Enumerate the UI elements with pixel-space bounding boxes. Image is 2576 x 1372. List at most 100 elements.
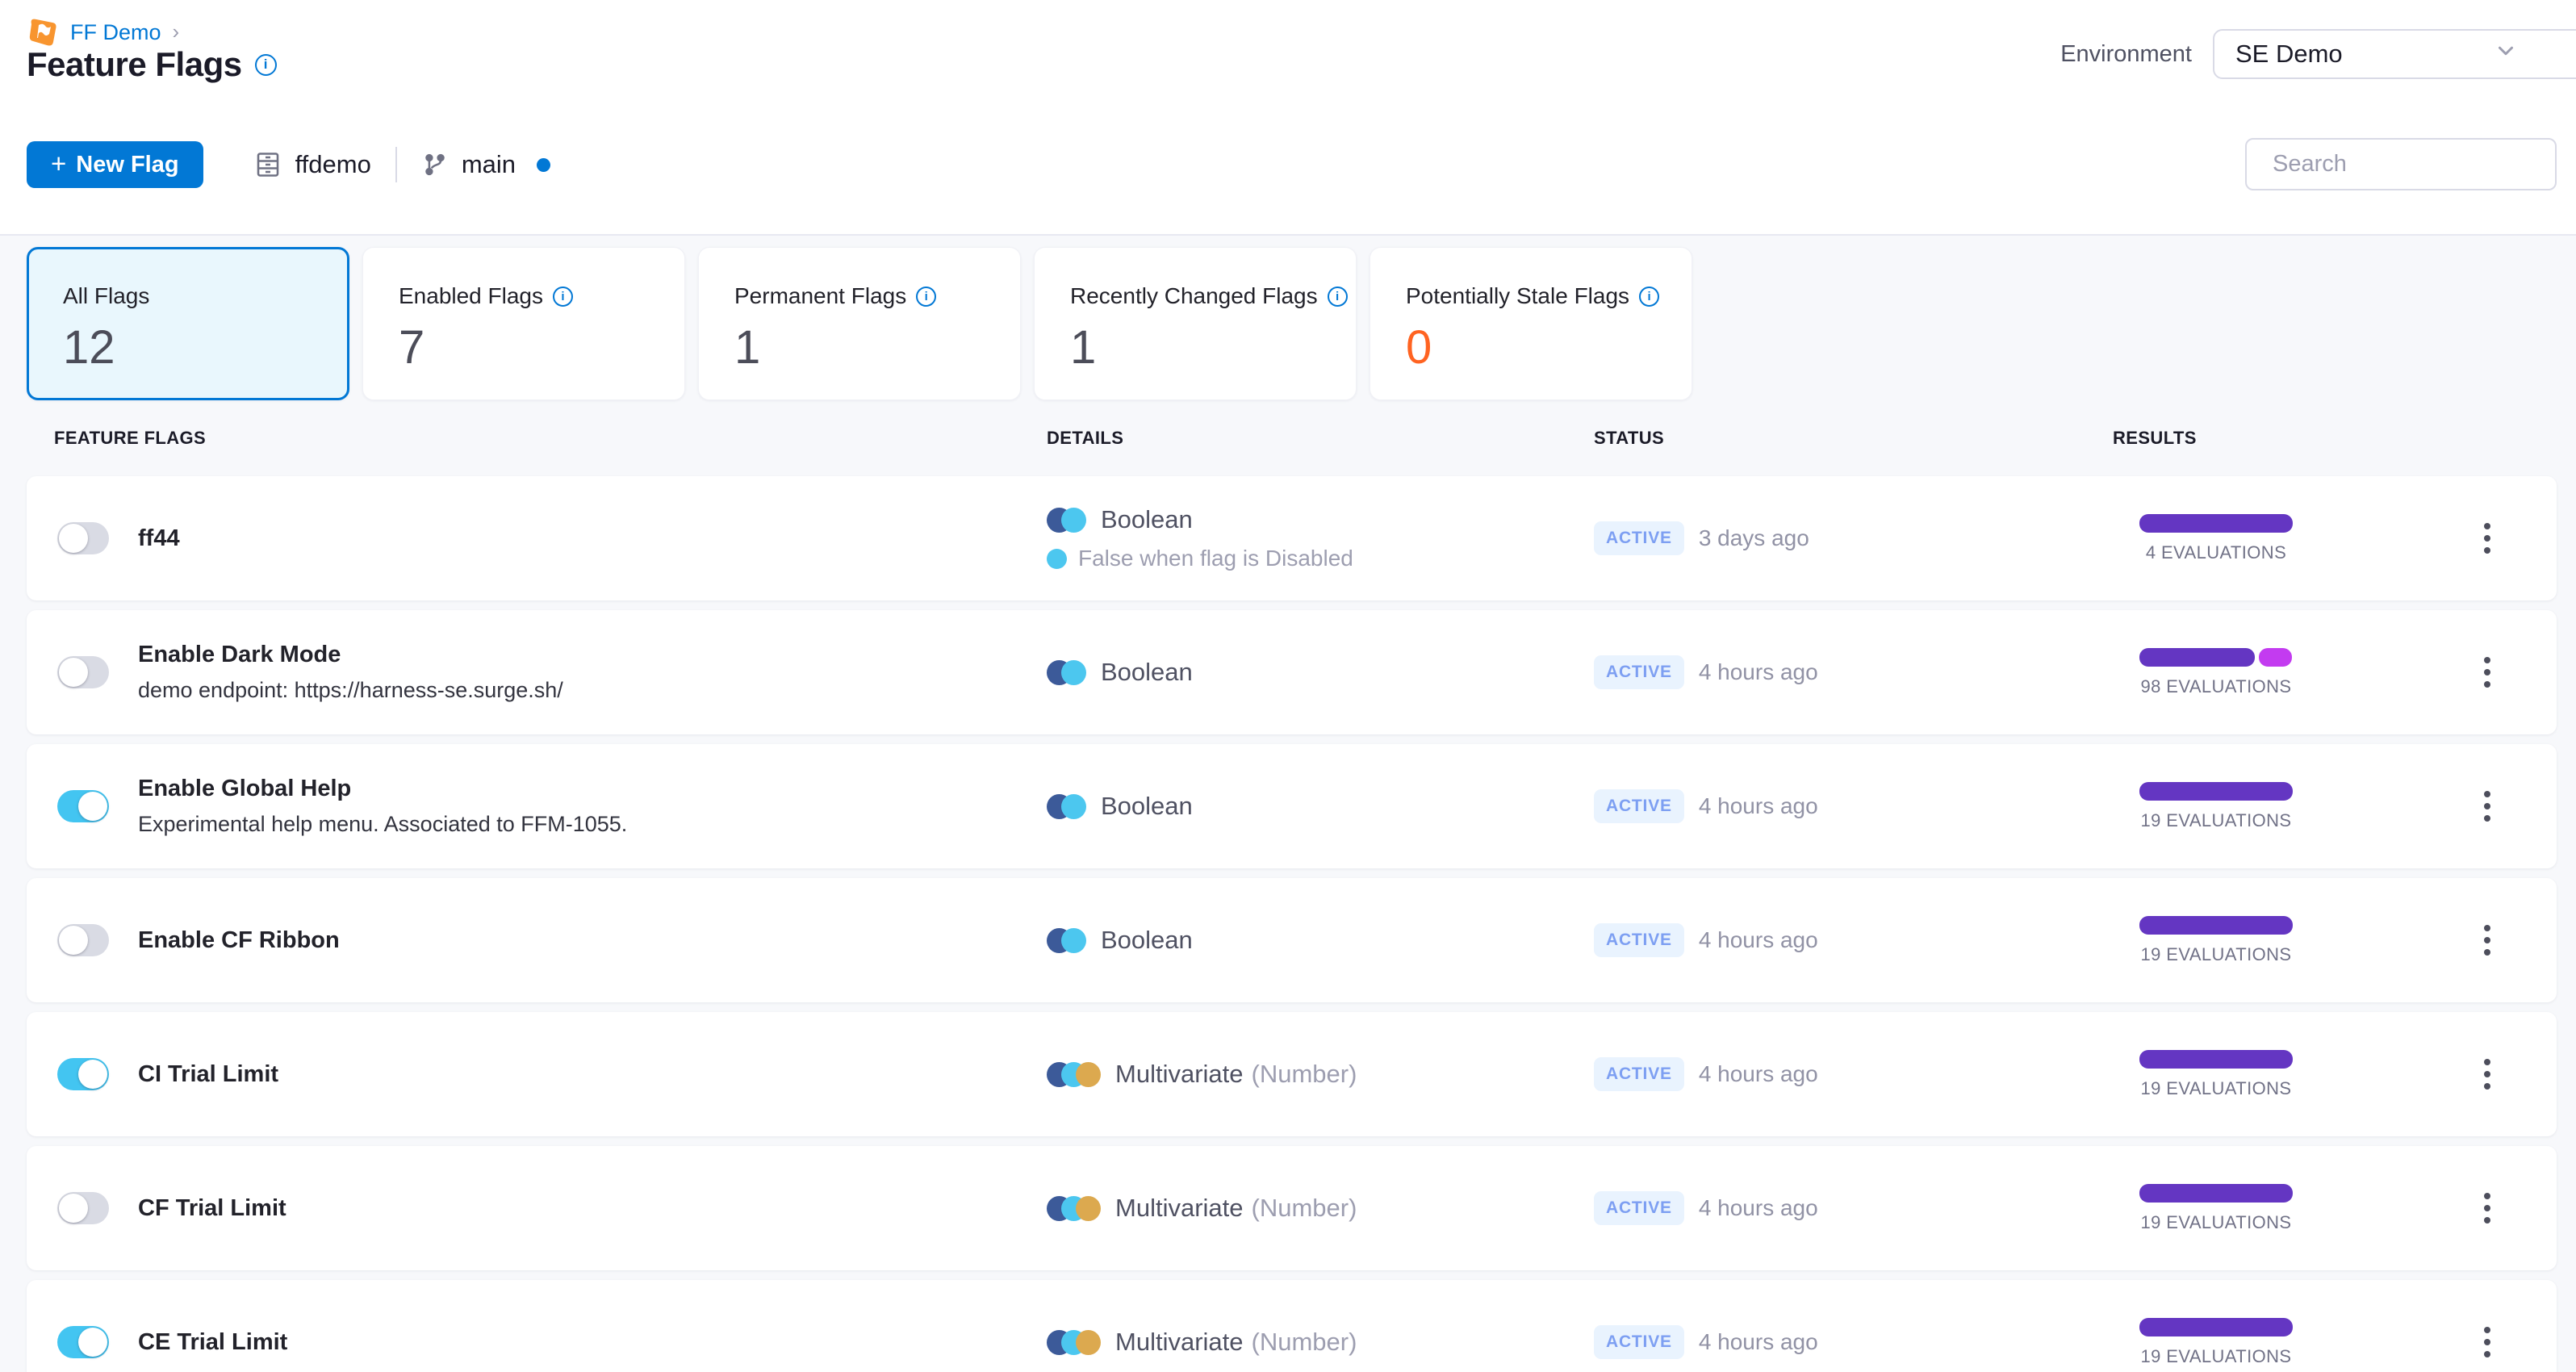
boolean-icon [1047,507,1086,533]
repository-selector[interactable]: ffdemo [253,149,371,180]
status-badge: ACTIVE [1594,1325,1684,1359]
flag-kind: Multivariate [1115,1194,1244,1222]
toggle-knob [59,524,88,553]
flag-note: False when flag is Disabled [1078,546,1353,571]
evaluations-bar [2139,781,2293,801]
table-row: Enable CF Ribbon Boolean ACTIVE 4 hours … [27,878,2557,1002]
filter-card-label: All Flags [63,283,150,308]
table-row: CE Trial Limit Multivariate (Number) ACT… [27,1280,2557,1372]
status-badge: ACTIVE [1594,521,1684,555]
status-updated-time: 4 hours ago [1698,793,1818,818]
evaluations-count: 19 EVALUATIONS [2140,1077,2292,1098]
filter-card-all-flags[interactable]: All Flags 12 [27,247,349,400]
filter-card-enabled-flags[interactable]: Enabled Flags 7 [362,247,685,400]
page-header: FF Demo › Feature Flags Environment SE D… [0,0,2576,236]
info-icon[interactable] [553,286,574,307]
chevron-down-icon [2494,39,2518,69]
table-row: Enable Dark Mode demo endpoint: https://… [27,610,2557,734]
flag-name[interactable]: CF Trial Limit [138,1194,286,1221]
flag-name[interactable]: Enable CF Ribbon [138,927,340,953]
filter-card-potentially-stale-flags[interactable]: Potentially Stale Flags 0 [1370,247,1692,400]
filter-card-value: 1 [1070,321,1097,374]
multivariate-icon [1047,1195,1101,1221]
flag-kind-suffix: (Number) [1251,1060,1357,1088]
info-icon[interactable] [916,286,937,307]
branch-selector[interactable]: main [421,149,551,180]
flag-name[interactable]: ff44 [138,525,180,551]
boolean-icon [1047,927,1086,953]
row-menu-button[interactable] [2478,918,2497,962]
filter-card-value: 12 [63,321,115,374]
new-flag-button[interactable]: + New Flag [27,141,203,188]
branch-status-dot [537,157,551,172]
flag-toggle[interactable] [57,790,109,822]
row-menu-button[interactable] [2478,1052,2497,1096]
status-badge: ACTIVE [1594,1191,1684,1225]
status-updated-time: 4 hours ago [1698,659,1818,684]
filter-card-value: 1 [734,321,761,374]
status-updated-time: 4 hours ago [1698,1061,1818,1086]
status-updated-time: 4 hours ago [1698,927,1818,952]
evaluations-bar [2139,1183,2293,1203]
flag-toggle[interactable] [57,924,109,956]
status-badge: ACTIVE [1594,789,1684,823]
column-header-feature-flags: FEATURE FLAGS [54,428,207,448]
environment-value: SE Demo [2235,40,2343,68]
row-menu-button[interactable] [2478,1320,2497,1364]
flag-toggle[interactable] [57,1192,109,1224]
feature-flags-logo-icon [29,19,56,46]
table-header: FEATURE FLAGS DETAILS STATUS RESULTS [27,400,2557,476]
evaluations-bar [2139,647,2293,667]
flag-name[interactable]: Enable Dark Mode [138,642,341,667]
title-info-icon[interactable] [254,53,277,76]
evaluations-count: 98 EVALUATIONS [2140,676,2292,696]
evaluations-bar [2139,1317,2293,1336]
flag-name[interactable]: Enable Global Help [138,776,352,801]
row-menu-button[interactable] [2478,784,2497,828]
flag-kind: Multivariate [1115,1060,1244,1088]
toggle-knob [59,926,88,955]
search-input[interactable] [2273,151,2576,178]
column-header-details: DETAILS [1047,428,1124,448]
environment-select[interactable]: SE Demo [2213,29,2576,79]
filter-card-label: Recently Changed Flags [1070,283,1318,308]
status-badge: ACTIVE [1594,1057,1684,1091]
flag-name[interactable]: CI Trial Limit [138,1060,279,1087]
branch-name: main [461,150,516,178]
filter-card-label: Enabled Flags [399,283,544,308]
environment-label: Environment [2060,40,2192,67]
toggle-knob [78,1060,107,1089]
flag-toggle[interactable] [57,522,109,554]
main-content: All Flags 12 Enabled Flags 7 Permanent F… [0,236,2576,1372]
flag-toggle[interactable] [57,656,109,688]
toggle-knob [59,658,88,687]
info-icon[interactable] [1639,286,1660,307]
evaluations-count: 19 EVALUATIONS [2140,1211,2292,1232]
breadcrumb-project-link[interactable]: FF Demo [70,19,161,44]
boolean-icon [1047,659,1086,685]
filter-card-permanent-flags[interactable]: Permanent Flags 1 [698,247,1021,400]
filter-card-recently-changed-flags[interactable]: Recently Changed Flags 1 [1034,247,1357,400]
flag-kind: Multivariate [1115,1328,1244,1356]
multivariate-icon [1047,1329,1101,1355]
git-branch-icon [425,153,445,176]
flag-table-body: ff44 Boolean False when flag is Disabled… [27,476,2557,1372]
flag-toggle[interactable] [57,1058,109,1090]
flag-name[interactable]: CE Trial Limit [138,1328,288,1355]
summary-cards-row: All Flags 12 Enabled Flags 7 Permanent F… [27,247,2557,400]
table-row: CI Trial Limit Multivariate (Number) ACT… [27,1012,2557,1136]
filter-card-value: 0 [1406,321,1432,374]
flag-kind: Boolean [1101,926,1193,954]
toggle-knob [59,1194,88,1223]
row-menu-button[interactable] [2478,517,2497,560]
toggle-knob [78,1328,107,1357]
divider [395,147,397,182]
status-badge: ACTIVE [1594,655,1684,689]
row-menu-button[interactable] [2478,1186,2497,1230]
breadcrumb: FF Demo › [27,16,179,48]
table-row: CF Trial Limit Multivariate (Number) ACT… [27,1146,2557,1270]
evaluations-bar [2139,1049,2293,1069]
info-icon[interactable] [1327,286,1348,307]
flag-toggle[interactable] [57,1326,109,1358]
row-menu-button[interactable] [2478,650,2497,694]
